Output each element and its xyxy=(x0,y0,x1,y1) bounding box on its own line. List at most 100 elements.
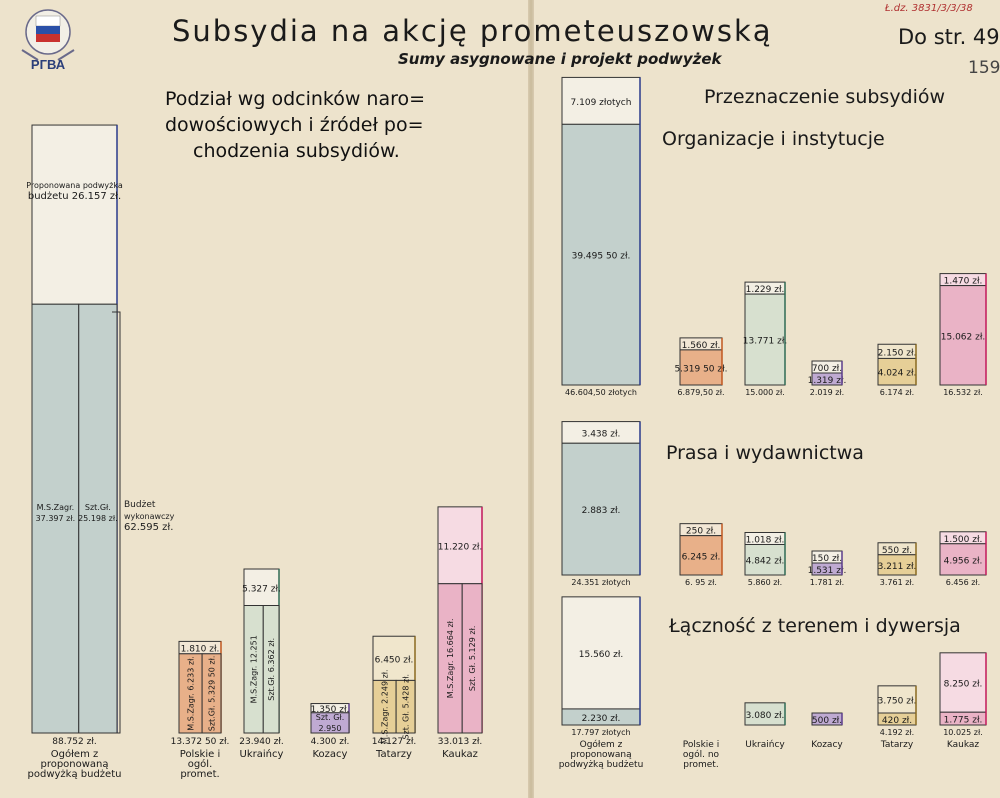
budget-note-line: wykonawczy xyxy=(124,512,175,521)
bar-top-segment xyxy=(31,124,118,305)
bar-total-label: 17.797 złotych xyxy=(571,728,630,737)
bar-top-label: 700 zł. xyxy=(812,364,842,374)
category-label: Ogółem z xyxy=(580,739,623,750)
budget-note-line: Budżet xyxy=(124,500,156,510)
section-title: Łączność z terenem i dywersja xyxy=(669,615,961,637)
bar-segment-label: Szt. Gł. xyxy=(316,713,345,722)
bar-top-label: Proponowana podwyżka xyxy=(26,181,123,190)
bar-base-label: 1.775 zł. xyxy=(944,716,983,726)
bar-base-label: 420 zł. xyxy=(882,716,912,726)
bar-base-label: 39.495 50 zł. xyxy=(572,252,631,262)
bar-base-segment xyxy=(939,543,987,576)
bar-segment-label: Szt.Gł. 5.329 50 zł. xyxy=(208,656,217,732)
left-heading-line: Podział wg odcinków naro= xyxy=(165,88,426,110)
bar-top-label: 15.560 zł. xyxy=(579,650,624,660)
bar-top-label: 250 zł. xyxy=(686,527,716,537)
category-label: promet. xyxy=(180,769,219,780)
category-label: Kaukaz xyxy=(947,740,980,750)
bar-base-segment xyxy=(31,303,80,734)
bar-top-label: 1.018 zł. xyxy=(746,535,785,545)
bar-base-segment xyxy=(939,285,987,386)
category-label: Kozacy xyxy=(811,740,843,750)
bar-base-segment xyxy=(262,605,280,734)
bar-base-label: 5.319 50 zł. xyxy=(674,364,727,374)
bar-top-segment xyxy=(877,685,917,714)
chart-title: Subsydia na akcję prometeuszowską xyxy=(172,14,773,48)
bar-base-label: 1.531 zł. xyxy=(808,566,847,576)
bar-total-label: 16.532 zł. xyxy=(943,388,983,397)
category-label: ogól. no xyxy=(683,749,720,760)
budget-note-line: 62.595 zł. xyxy=(124,522,174,533)
bar-base-segment xyxy=(561,123,641,386)
category-label: ogól. xyxy=(188,758,213,770)
bar-top-label: 550 zł. xyxy=(882,546,912,556)
right-heading: Przeznaczenie subsydiów xyxy=(704,86,946,108)
bar-base-segment xyxy=(78,303,118,734)
category-label: Tatarzy xyxy=(375,749,412,760)
bar-total-label: 14.127 zł. xyxy=(372,737,417,747)
category-label: promet. xyxy=(683,760,718,770)
bar-base-label: 1.319 zł. xyxy=(808,376,847,386)
section-title: Organizacje i instytucje xyxy=(662,128,885,150)
bar-top-label: 1.470 zł. xyxy=(944,277,983,287)
bar-base-label: 6.245 zł. xyxy=(682,552,721,562)
category-label: Ukraińcy xyxy=(745,740,785,750)
bar-base-segment xyxy=(395,679,416,734)
bar-top-label: 7.109 złotych xyxy=(571,98,632,108)
bar-segment-label: M.S.Zagr. xyxy=(37,503,75,512)
bar-top-label: 2.150 zł. xyxy=(878,348,917,358)
bar-segment-label: Szt. Gł. 5.129 zł. xyxy=(468,626,477,692)
bar-base-label: 15.062 zł. xyxy=(941,332,986,342)
bar-top-label: 8.250 zł. xyxy=(944,680,983,690)
category-label: proponowaną xyxy=(570,750,632,760)
bar-top-label: 150 zł. xyxy=(812,554,842,564)
archive-stamp: Ł.dz. 3831/3/3/38 xyxy=(885,3,973,14)
archive-logo: РГВА xyxy=(21,9,75,72)
bar-total-label: 46.604,50 złotych xyxy=(565,388,637,397)
bar-base-segment xyxy=(201,653,222,734)
bar-base-segment xyxy=(744,543,786,576)
bar-base-label: 2.883 zł. xyxy=(582,506,621,516)
bar-segment-label: 25.198 zł. xyxy=(78,514,118,523)
bar-total-label: 3.761 zł. xyxy=(880,578,914,587)
bar-total-label: 5.860 zł. xyxy=(748,578,782,587)
bar-base-label: 4.024 zł. xyxy=(878,369,917,379)
bar-top-segment xyxy=(561,596,641,710)
bar-base-label: 500 zł. xyxy=(812,716,842,726)
bar-top-segment xyxy=(939,652,987,713)
section-title: Prasa i wydawnictwa xyxy=(666,442,864,464)
bar-top-label: 1.350 zł. xyxy=(311,705,350,715)
bar-base-segment xyxy=(310,712,350,734)
bar-top-label: 1.810 zł. xyxy=(181,645,220,655)
bar-segment-label: M.S.Zagr. 16.664 zł. xyxy=(446,618,455,698)
reference-note: Do str. 49 xyxy=(898,25,1000,49)
bar-base-segment xyxy=(561,442,641,576)
bar-base-label: 2.230 zł. xyxy=(582,714,621,724)
bar-total-label: 6. 95 zł. xyxy=(685,578,717,587)
category-label: Ukraińcy xyxy=(240,748,284,760)
left-heading-line: dowościowych i źródeł po= xyxy=(165,114,424,136)
bar-base-label: 4.842 zł. xyxy=(746,557,785,567)
left-heading: Podział wg odcinków naro= dowościowych i… xyxy=(165,86,425,164)
bar-top-label: 3.750 zł. xyxy=(878,696,917,706)
bar-base-segment xyxy=(437,583,463,734)
category-label: Kozacy xyxy=(313,749,348,760)
bar-base-label: 13.771 zł. xyxy=(743,337,788,347)
bar-segment-label: Szt.Gł. 6.362 zł. xyxy=(267,638,276,701)
bar-segment-label: 37.397 zł. xyxy=(36,514,76,523)
bar-base-label: 3.211 zł. xyxy=(878,562,917,572)
bar-segment-label: 2.950 xyxy=(319,724,342,733)
left-heading-line: chodzenia subsydiów. xyxy=(193,140,400,162)
bar-top-label: 11.220 zł. xyxy=(438,542,483,552)
bar-total-label: 15.000 zł. xyxy=(745,388,785,397)
bar-base-label: 4.956 zł. xyxy=(944,556,983,566)
bar-segment-label: Szt.Gł. xyxy=(85,503,111,512)
bar-total-label: 6.879,50 zł. xyxy=(677,388,724,397)
page-number: 159 xyxy=(968,58,1000,78)
bar-total-label: 4.300 zł. xyxy=(311,737,350,747)
bar-top-label: budżetu 26.157 zł. xyxy=(28,191,121,202)
bar-segment-label: M.S.Zagr. 12.251 xyxy=(250,635,259,703)
bar-total-label: 23.940 zł. xyxy=(239,737,284,747)
